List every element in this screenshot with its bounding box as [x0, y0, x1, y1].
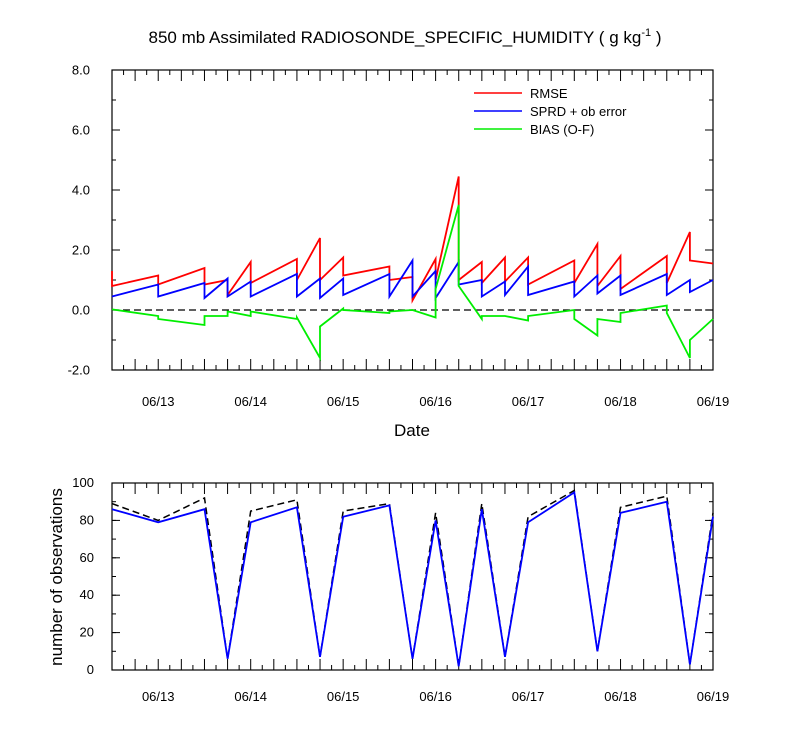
legend-label-rmse: RMSE: [530, 86, 568, 101]
chart-title-exponent: -1: [641, 27, 651, 39]
top-series-sprd-ob-error: [112, 261, 713, 299]
chart-title: 850 mb Assimilated RADIOSONDE_SPECIFIC_H…: [149, 27, 662, 47]
top-y-tick-label: -2.0: [68, 363, 90, 378]
top-y-tick-label: 0.0: [72, 303, 90, 318]
top-y-tick-label: 2.0: [72, 243, 90, 258]
top-y-tick-label: 8.0: [72, 63, 90, 78]
bottom-series-used: [112, 492, 713, 666]
bottom-y-tick-label: 100: [72, 475, 94, 490]
top-series-group: [112, 176, 713, 358]
bottom-plot-frame: [112, 483, 713, 670]
legend: RMSE SPRD + ob error BIAS (O-F): [474, 86, 627, 137]
bottom-x-tick-label: 06/16: [419, 689, 452, 704]
top-x-tick-label: 06/15: [327, 394, 360, 409]
top-x-tick-label: 06/14: [234, 394, 267, 409]
bottom-chart: 0 20 40 60 80 100 06/13 06/14 06/15 06/16 06/17 06/…: [47, 475, 729, 704]
legend-label-bias: BIAS (O-F): [530, 122, 594, 137]
bottom-x-tick-label: 06/18: [604, 689, 637, 704]
top-x-tick-label: 06/13: [142, 394, 175, 409]
bottom-series-group: [112, 490, 713, 666]
top-x-axis-label: Date: [394, 421, 430, 440]
bottom-x-tick-label: 06/19: [697, 689, 730, 704]
bottom-y-tick-label: 80: [80, 512, 94, 527]
bottom-x-tick-label: 06/17: [512, 689, 545, 704]
bottom-y-tick-label: 60: [80, 550, 94, 565]
bottom-y-axis-label: number of observations: [47, 488, 66, 666]
top-chart: -2.0 0.0 2.0 4.0 6.0 8.0 06/13 06/14 06/15 06/16 0…: [68, 63, 730, 441]
top-x-tick-label: 06/16: [419, 394, 452, 409]
legend-label-sprd: SPRD + ob error: [530, 104, 627, 119]
top-x-tick-label: 06/18: [604, 394, 637, 409]
bottom-y-tick-label: 0: [87, 662, 94, 677]
top-y-tick-label: 6.0: [72, 123, 90, 138]
chart-title-main: 850 mb Assimilated RADIOSONDE_SPECIFIC_H…: [149, 28, 642, 47]
bottom-x-tick-label: 06/15: [327, 689, 360, 704]
top-axis-ticks: -2.0 0.0 2.0 4.0 6.0 8.0 06/13 06/14 06/15 06/16 0…: [68, 63, 730, 410]
bottom-y-tick-label: 40: [80, 587, 94, 602]
top-x-tick-label: 06/17: [512, 394, 545, 409]
top-x-tick-label: 06/19: [697, 394, 730, 409]
bottom-series-possible: [112, 491, 713, 667]
bottom-x-tick-label: 06/14: [234, 689, 267, 704]
bottom-x-tick-label: 06/13: [142, 689, 175, 704]
bottom-y-tick-label: 20: [80, 625, 94, 640]
top-y-tick-label: 4.0: [72, 183, 90, 198]
chart-title-end: ): [651, 28, 661, 47]
